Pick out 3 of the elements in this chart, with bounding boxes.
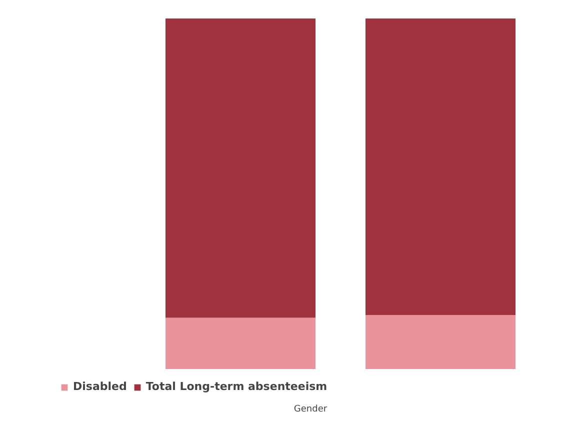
x-axis-title: Gender — [294, 404, 328, 414]
legend-label: Total Long-term absenteeism — [146, 380, 328, 393]
legend-label: Disabled — [73, 380, 127, 393]
